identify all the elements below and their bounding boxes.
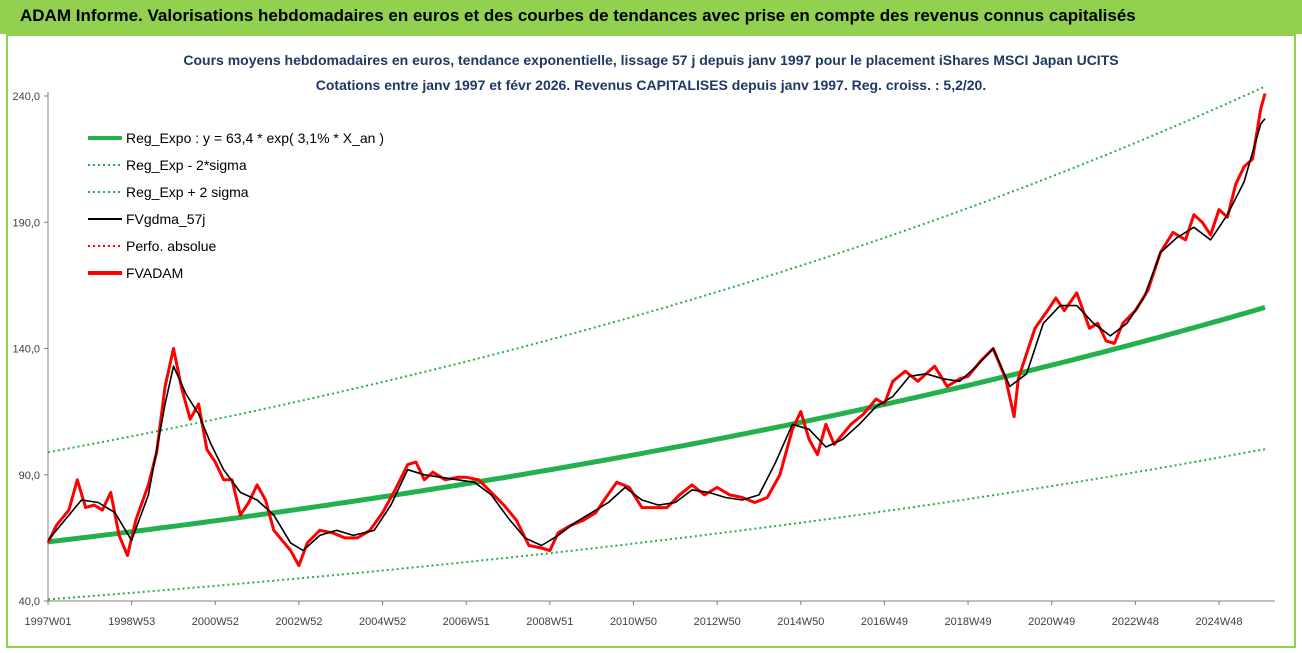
x-tick-label: 2002W52 [275,616,322,628]
legend-label: Reg_Expo : y = 63,4 * exp( 3,1% * X_an ) [126,130,384,146]
chart-title: Cours moyens hebdomadaires en euros, ten… [183,52,1119,68]
y-tick-label: 90,0 [19,470,40,482]
x-tick-label: 2016W49 [861,616,908,628]
chart-legend: Reg_Expo : y = 63,4 * exp( 3,1% * X_an )… [88,130,384,281]
x-tick-label: 2006W51 [443,616,490,628]
series-reg-exp-plus-2-sigma [47,85,1266,454]
y-tick-label: 140,0 [12,344,40,356]
x-tick-label: 2000W52 [192,616,239,628]
x-tick-label: 2020W49 [1028,616,1075,628]
legend-label: FVgdma_57j [126,211,205,227]
y-tick-label: 240,0 [12,91,40,103]
x-tick-label: 2014W50 [777,616,824,628]
series-fvgdma-57j [47,118,1266,552]
x-tick-label: 2018W49 [945,616,992,628]
series-reg-expo [47,304,1266,545]
x-tick-label: 2008W51 [526,616,573,628]
chart-subtitle: Cotations entre janv 1997 et févr 2026. … [315,77,987,93]
y-tick-label: 190,0 [12,217,40,229]
y-tick-label: 40,0 [19,596,40,608]
series-fvadam [46,93,1267,568]
header-bar [0,0,1302,34]
chart-frame [6,34,1296,648]
x-tick-label: 2022W48 [1112,616,1159,628]
x-tick-label: 1998W53 [108,616,155,628]
chart-lines [46,85,1267,601]
series-reg-exp-minus-2-sigma [47,448,1266,601]
x-tick-label: 1997W01 [24,616,71,628]
page-title: ADAM Informe. Valorisations hebdomadaire… [20,6,1136,25]
x-tick-label: 2010W50 [610,616,657,628]
x-tick-label: 2012W50 [694,616,741,628]
legend-label: Reg_Exp + 2 sigma [126,184,249,200]
legend-label: FVADAM [126,265,183,281]
x-tick-label: 2024W48 [1195,616,1242,628]
legend-label: Reg_Exp - 2*sigma [126,157,247,173]
x-tick-label: 2004W52 [359,616,406,628]
chart-axes: 40,0 90,0 140,0 190,0 240,0 1997W01 1998W53 200… [12,91,1275,628]
legend-label: Perfo. absolue [126,238,216,254]
